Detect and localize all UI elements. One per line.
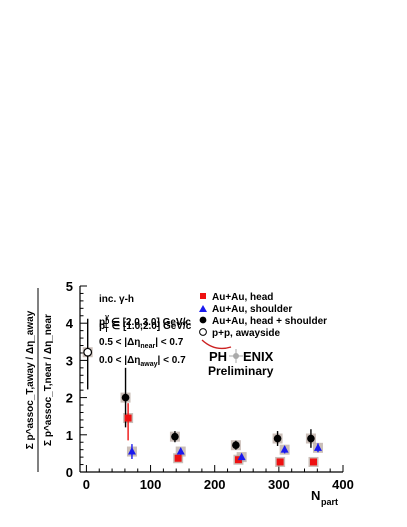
axes: 0 100 200 300 400 0 1 2 3 4 5 <box>66 279 354 492</box>
annotation-near-cut: 0.5 < |Δηnear| < 0.7 <box>99 337 184 350</box>
y-ticks: 0 1 2 3 4 5 <box>66 279 87 480</box>
data-point <box>276 458 284 466</box>
y-tick-label: 0 <box>66 465 73 480</box>
x-tick-label: 400 <box>332 477 354 492</box>
annotation-away-cut: 0.0 < |Δηaway| < 0.7 <box>99 355 186 368</box>
data-point <box>174 454 182 462</box>
data-point <box>124 414 132 422</box>
data-point <box>313 443 322 451</box>
y-axis-label-numerator: Σ p^assoc_T,away / Δη_away <box>25 310 36 449</box>
data-point <box>121 393 130 402</box>
legend: Au+Au, head Au+Au, shoulder Au+Au, head … <box>199 292 327 339</box>
annotation-photon-pt: pγ T ∈ [2.0,3.0] GeV/c <box>99 314 191 330</box>
y-tick-label: 1 <box>66 428 73 443</box>
y-tick-label: 2 <box>66 391 73 406</box>
logo-text-right: ENIX <box>243 349 274 364</box>
x-tick-label: 100 <box>140 477 162 492</box>
legend-label-head: Au+Au, head <box>212 292 273 303</box>
data-point <box>127 447 136 455</box>
logo-text-left: PH <box>209 349 227 364</box>
data-point <box>83 347 93 357</box>
logo-swoosh <box>201 339 232 350</box>
x-tick-label: 200 <box>204 477 226 492</box>
data-point <box>307 434 315 443</box>
cut-annotations: inc. γ-h pγ T ∈ [2.0,3.0] GeV/c ph T ∈ [1.… <box>99 294 192 368</box>
annotation-hadron-pt: ph T ∈ [1.0,2.0] GeV/c <box>99 318 192 334</box>
y-axis-label-denominator: Σ p^assoc_T,near / Δη_near <box>43 314 54 446</box>
legend-marker-head-shoulder <box>199 316 207 324</box>
legend-marker-shoulder <box>199 305 207 312</box>
logo-subtitle: Preliminary <box>208 364 274 378</box>
y-axis-label: Σ p^assoc_T,away / Δη_away Σ p^assoc_T,n… <box>25 288 54 472</box>
legend-marker-pp <box>199 328 207 336</box>
y-tick-label: 3 <box>66 353 73 368</box>
legend-marker-head <box>200 293 206 299</box>
x-tick-label: 0 <box>83 477 90 492</box>
data-point <box>309 458 317 466</box>
x-axis-label-sub: part <box>321 497 338 507</box>
x-tick-label: 300 <box>268 477 290 492</box>
x-ticks: 0 100 200 300 400 <box>83 465 354 492</box>
data-point <box>171 432 179 441</box>
annotation-reaction: inc. γ-h <box>99 294 134 305</box>
legend-label-head-shoulder: Au+Au, head + shoulder <box>212 316 327 327</box>
data-point <box>232 441 240 450</box>
data-point <box>273 434 282 443</box>
y-tick-label: 4 <box>66 316 74 331</box>
legend-label-pp: p+p, awayside <box>212 328 281 339</box>
phenix-logo: PH ENIX Preliminary <box>201 339 274 378</box>
data-point <box>280 445 289 453</box>
logo-star-icon <box>229 349 243 363</box>
x-axis-label: N <box>311 488 320 503</box>
legend-label-shoulder: Au+Au, shoulder <box>212 304 292 315</box>
data-point <box>237 452 246 461</box>
data-markers <box>83 347 322 466</box>
y-tick-label: 5 <box>66 279 73 294</box>
data-point <box>176 447 185 455</box>
